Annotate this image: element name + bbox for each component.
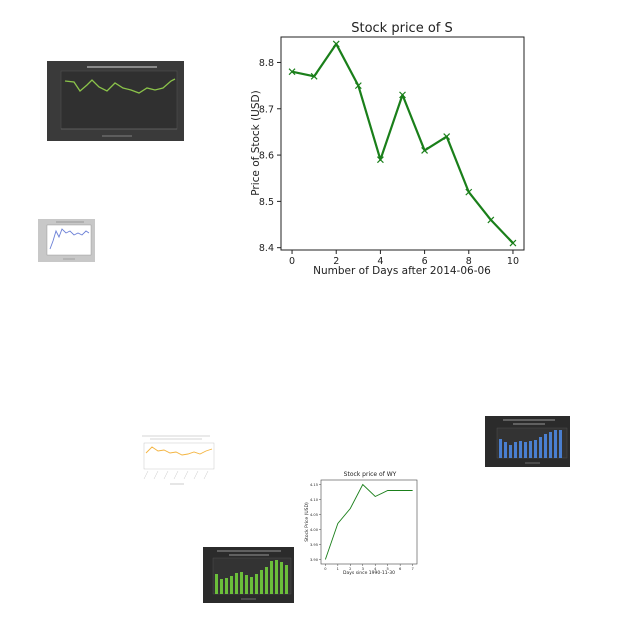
x-tick-label: 8 <box>466 256 472 267</box>
thumbnail-orange-line-chart <box>130 433 218 488</box>
stock-price-s-chart: Stock price of S 8.4 8.5 8.6 8.7 8.8 0 2 4 6 8 10… <box>250 21 525 277</box>
y-axis: 8.4 8.5 8.6 8.7 8.8 <box>259 58 281 254</box>
thumbnail-orange-line-svg <box>142 435 215 485</box>
data-point-marker <box>354 82 362 90</box>
x-tick-label: 7 <box>411 567 413 571</box>
series-line <box>324 483 413 560</box>
x-tick-label: 2 <box>349 567 351 571</box>
thumbnail-dark-green-bar-chart <box>203 547 294 603</box>
data-point-marker <box>421 147 429 154</box>
data-point-marker <box>443 133 451 140</box>
series-path <box>291 42 514 244</box>
thumbnail-dark-green-bar-svg <box>212 550 292 600</box>
data-point-marker <box>509 239 517 247</box>
y-tick-label: 8.7 <box>259 104 274 115</box>
y-tick-label: 8.8 <box>259 58 274 69</box>
data-point-marker <box>376 156 384 164</box>
x-tick-label: 10 <box>507 256 519 267</box>
x-axis-label: Days since 1990-11-30 <box>343 570 395 576</box>
y-tick-label: 8.4 <box>259 243 274 254</box>
x-tick-label: 3 <box>362 567 364 571</box>
y-axis: 3.90 3.95 4.00 4.05 4.10 4.15 <box>310 483 321 562</box>
x-axis-label: Number of Days after 2014-06-06 <box>313 265 491 277</box>
data-point-marker <box>399 91 406 99</box>
thumbnail-dark-line-svg <box>47 61 184 141</box>
y-tick-label: 8.5 <box>259 197 274 208</box>
thumbnail-gray-line-svg <box>46 221 92 260</box>
data-point-marker <box>310 72 318 80</box>
plot-frame <box>320 479 418 565</box>
data-point-marker <box>288 68 296 76</box>
chart-title: Stock price of WY <box>344 471 397 478</box>
data-point-marker <box>332 40 340 48</box>
x-tick-label: 2 <box>333 256 339 267</box>
x-tick-label: 0 <box>289 256 295 267</box>
thumbnail-dark-line-chart <box>47 61 184 141</box>
y-axis-label: Price of Stock (USD) <box>250 90 262 195</box>
x-tick-label: 6 <box>422 256 428 267</box>
thumbnail-dark-blue-bar-svg <box>496 419 568 464</box>
y-tick-label: 4.15 <box>310 483 318 487</box>
y-tick-label: 4.10 <box>310 498 319 502</box>
y-tick-label: 8.6 <box>259 151 274 162</box>
series-line <box>288 40 517 247</box>
x-tick-label: 5 <box>387 567 389 571</box>
y-axis-label: Stock Price (USD) <box>304 502 310 542</box>
y-tick-label: 3.95 <box>310 543 318 547</box>
x-axis: 0 2 4 6 8 10 <box>289 250 519 267</box>
stock-price-wy-chart: Stock price of WY 3.90 3.95 4.00 4.05 4.10 4.… <box>304 471 418 576</box>
chart-title: Stock price of S <box>351 21 453 36</box>
x-tick-label: 4 <box>374 567 377 571</box>
y-tick-label: 4.00 <box>310 528 319 532</box>
thumbnail-dark-blue-bar-chart <box>485 416 570 467</box>
data-point-marker <box>487 216 495 224</box>
x-tick-label: 1 <box>337 567 339 571</box>
thumbnail-gray-line-chart <box>38 219 95 262</box>
data-point-marker <box>465 188 473 196</box>
x-tick-label: 4 <box>377 256 383 267</box>
plot-frame <box>280 36 525 251</box>
y-tick-label: 4.05 <box>310 513 318 517</box>
x-tick-label: 6 <box>399 567 402 571</box>
series-path <box>324 483 413 560</box>
y-tick-label: 3.90 <box>310 558 319 562</box>
x-axis: 0 1 2 3 4 5 6 7 <box>324 564 414 571</box>
x-tick-label: 0 <box>324 567 327 571</box>
